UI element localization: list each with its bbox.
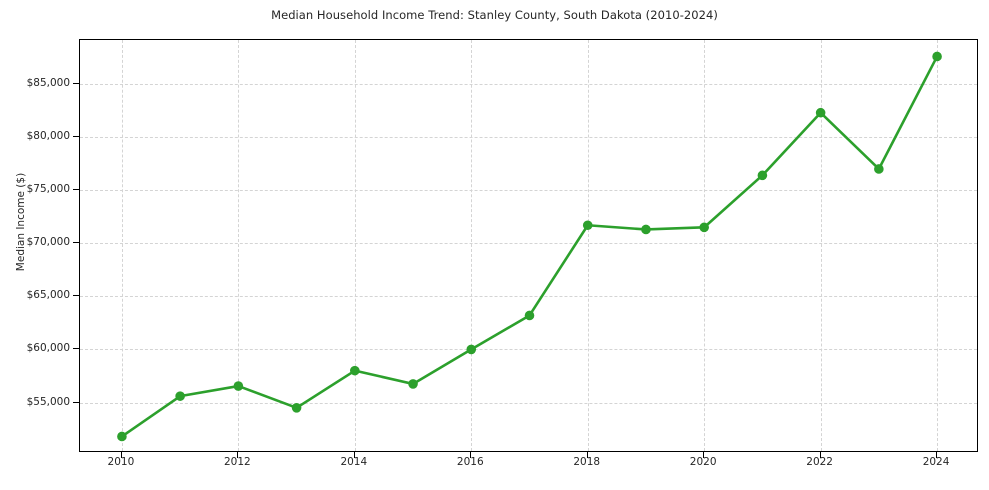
- data-point-marker: [408, 379, 418, 389]
- data-point-marker: [117, 431, 127, 442]
- data-point-marker: [466, 344, 477, 355]
- y-axis-tick-mark: [73, 242, 79, 244]
- y-axis-tick-mark: [73, 83, 79, 85]
- gridline-horizontal: [80, 296, 977, 298]
- x-axis-tick-label: 2022: [806, 456, 833, 468]
- x-axis-tick-mark: [353, 452, 355, 458]
- x-axis-tick-label: 2012: [223, 456, 251, 468]
- gridline-vertical: [820, 40, 822, 451]
- x-axis-tick-mark: [703, 452, 705, 458]
- y-axis-tick-label: $80,000: [26, 130, 70, 143]
- y-axis-tick-mark: [73, 189, 79, 191]
- income-line-series: [117, 51, 942, 442]
- gridline-vertical: [937, 40, 939, 451]
- y-axis-tick-labels: $55,000 $60,000 $65,000 $70,000 $75,000 $80,0…: [0, 39, 70, 452]
- x-axis-tick-label: 2024: [922, 456, 950, 468]
- y-axis-tick-label: $75,000: [26, 183, 70, 196]
- gridline-horizontal: [80, 137, 977, 139]
- data-point-marker: [291, 403, 302, 413]
- gridline-vertical: [354, 40, 356, 451]
- y-axis-title: Median Income ($): [15, 172, 27, 272]
- gridline-horizontal: [80, 402, 977, 404]
- data-point-marker: [233, 381, 244, 391]
- gridline-horizontal: [80, 84, 977, 86]
- x-axis-tick-mark: [470, 452, 472, 458]
- gridline-horizontal: [80, 349, 977, 351]
- y-axis-tick-label: $65,000: [26, 289, 70, 302]
- data-point-marker: [932, 51, 942, 62]
- gridline-vertical: [121, 40, 123, 451]
- x-axis-tick-label: 2014: [340, 456, 368, 468]
- data-point-marker: [874, 164, 884, 174]
- data-point-marker: [175, 391, 185, 401]
- y-axis-tick-label: $85,000: [26, 77, 70, 90]
- y-axis-tick-label: $60,000: [26, 342, 70, 355]
- chart-title: Median Household Income Trend: Stanley C…: [271, 8, 718, 22]
- y-axis-tick-mark: [73, 295, 79, 297]
- x-axis-tick-mark: [819, 452, 821, 458]
- x-axis-tick-mark: [936, 452, 938, 458]
- data-point-marker: [641, 224, 651, 235]
- x-axis-tick-label: 2016: [456, 456, 484, 468]
- x-axis-tick-mark: [586, 452, 588, 458]
- data-point-marker: [815, 107, 826, 118]
- x-axis-tick-label: 2018: [573, 456, 601, 468]
- x-axis-tick-label: 2010: [107, 456, 135, 468]
- y-axis-tick-mark: [73, 401, 79, 403]
- gridline-vertical: [238, 40, 240, 451]
- x-axis-tick-mark: [237, 452, 239, 458]
- data-point-marker: [757, 170, 768, 181]
- data-point-marker: [582, 220, 593, 231]
- gridline-horizontal: [80, 190, 977, 192]
- plot-area: [79, 39, 978, 452]
- data-point-marker: [350, 365, 360, 376]
- data-point-marker: [699, 222, 709, 233]
- y-axis-tick-label: $70,000: [26, 236, 70, 249]
- y-axis-tick-mark: [73, 136, 79, 138]
- x-axis-tick-labels: 2010 2012 2014 2016 2018 2020 2022 2024: [79, 456, 978, 476]
- data-point-marker: [524, 310, 535, 321]
- y-axis-tick-mark: [73, 348, 79, 350]
- x-axis-tick-label: 2020: [689, 456, 717, 468]
- series-line: [120, 55, 939, 438]
- y-axis-tick-label: $55,000: [26, 395, 70, 408]
- gridline-vertical: [704, 40, 706, 451]
- gridline-vertical: [471, 40, 473, 451]
- gridline-vertical: [587, 40, 589, 451]
- x-axis-tick-mark: [120, 452, 122, 458]
- gridline-horizontal: [80, 243, 977, 245]
